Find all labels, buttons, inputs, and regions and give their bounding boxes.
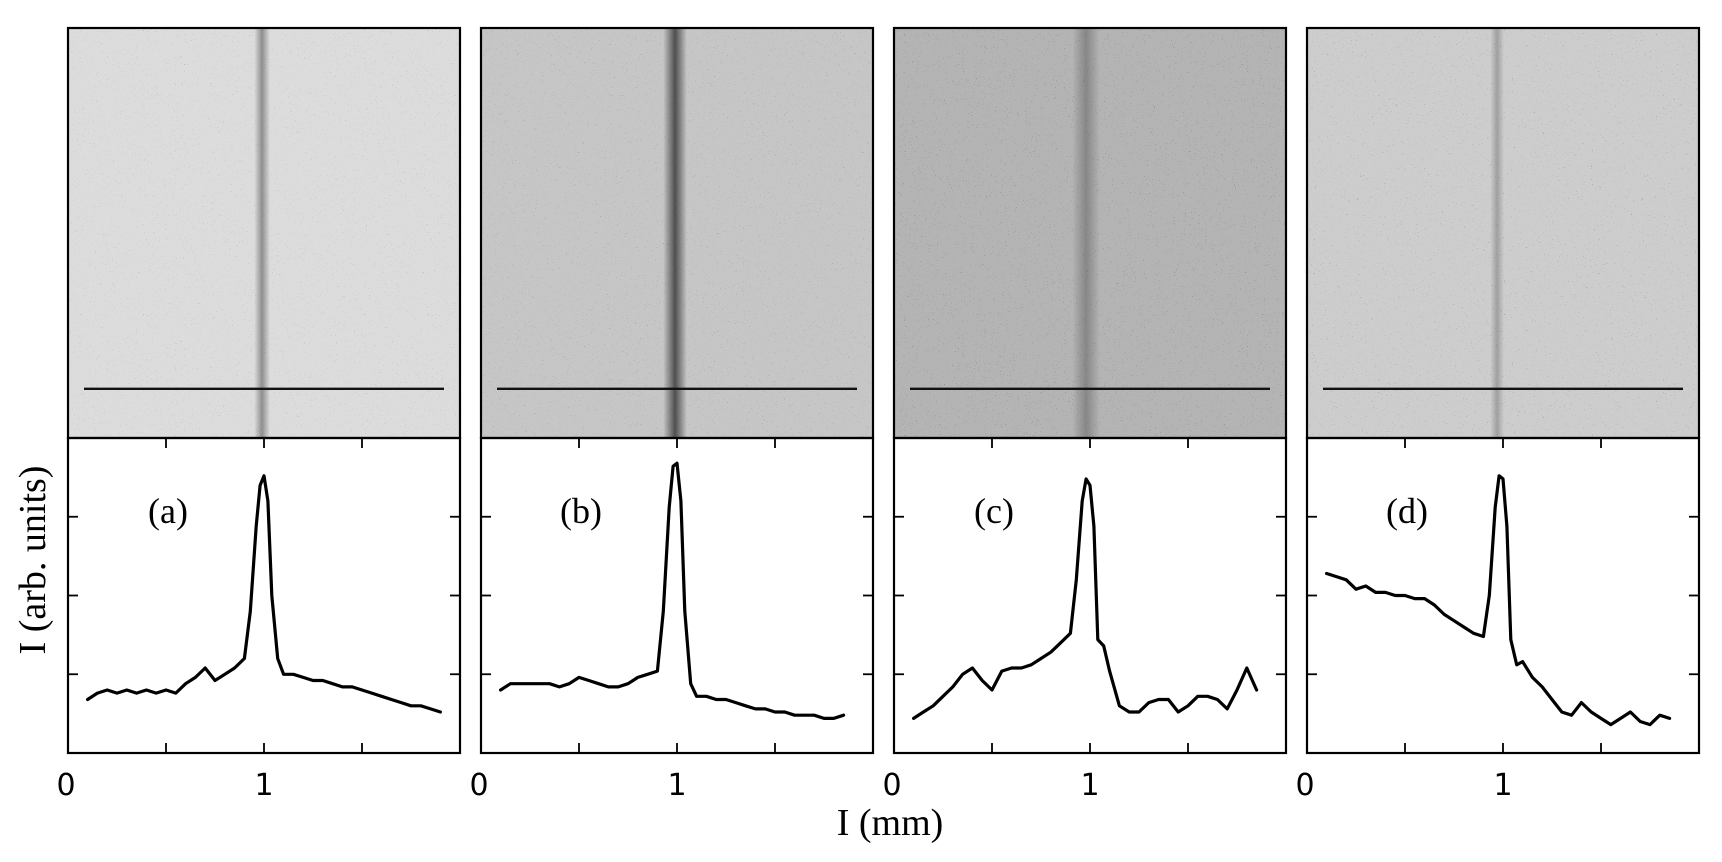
x-tick-label: 0	[56, 768, 75, 803]
x-tick-label: 1	[667, 768, 686, 803]
panels-group: 0 1 (a) 0 1 (b) 0 1 (c) 0 1 (d)	[56, 26, 1701, 803]
image-stripe	[68, 28, 460, 438]
panel-label: (c)	[974, 491, 1014, 531]
panel-label: (a)	[148, 491, 188, 531]
panel-label: (b)	[560, 491, 602, 531]
profile-line	[499, 461, 846, 720]
speckle-image	[1307, 28, 1699, 438]
image-stripe	[481, 28, 873, 438]
x-axis-title: I (mm)	[837, 802, 944, 844]
panel-c: 0 1 (c)	[882, 26, 1288, 803]
image-stripe	[1307, 28, 1699, 438]
x-tick-label: 0	[1295, 768, 1314, 803]
x-tick-label: 0	[882, 768, 901, 803]
x-tick-label: 0	[469, 768, 488, 803]
panel-a: 0 1 (a)	[56, 26, 462, 803]
speckle-image	[894, 28, 1286, 438]
profile-line	[1325, 474, 1672, 727]
x-tick-label: 1	[254, 768, 273, 803]
panel-label: (d)	[1386, 491, 1428, 531]
panel-d: 0 1 (d)	[1295, 26, 1701, 803]
x-tick-label: 1	[1493, 768, 1512, 803]
speckle-image	[481, 28, 873, 438]
profile-line	[86, 474, 442, 714]
profile-line	[912, 477, 1259, 720]
image-stripe	[894, 28, 1286, 438]
panel-b: 0 1 (b)	[469, 26, 875, 803]
x-tick-label: 1	[1080, 768, 1099, 803]
y-axis-title: I (arb. units)	[12, 466, 54, 655]
speckle-image	[68, 28, 460, 438]
plot-frame	[479, 436, 875, 755]
